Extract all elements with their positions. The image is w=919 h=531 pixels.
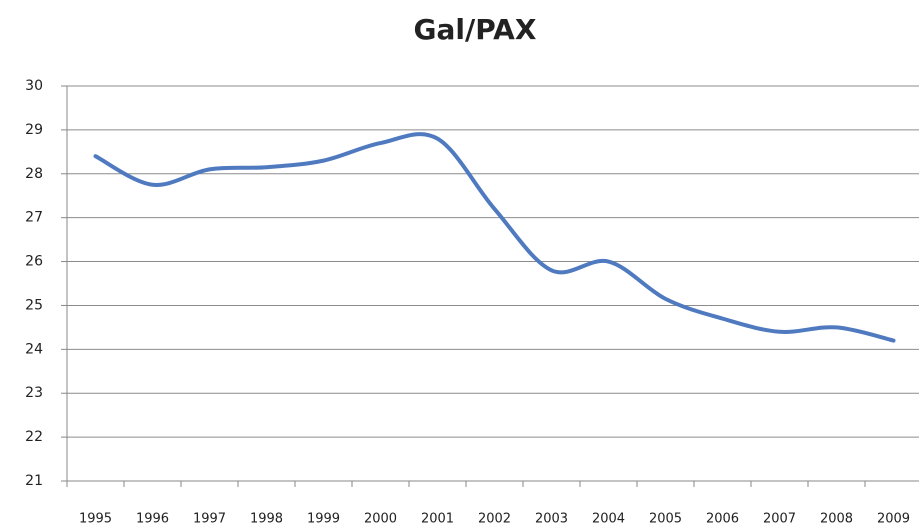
y-tick-label: 24 — [25, 341, 43, 357]
x-tick-label: 1997 — [193, 512, 226, 527]
y-tick-label: 27 — [25, 210, 43, 226]
x-tick-label: 2009 — [877, 512, 910, 527]
y-tick-label: 26 — [25, 254, 43, 270]
line-series — [93, 132, 896, 343]
x-tick-label: 2006 — [706, 512, 739, 527]
y-tick-label: 29 — [25, 122, 43, 138]
x-tick-label: 2007 — [763, 512, 796, 527]
x-tick-label: 2008 — [820, 512, 853, 527]
x-tick-label: 2000 — [364, 512, 397, 527]
x-tick-label: 1998 — [250, 512, 283, 527]
y-tick-label: 25 — [25, 297, 43, 313]
y-tick-label: 30 — [25, 78, 43, 94]
y-tick-label: 22 — [25, 429, 43, 445]
y-tick-label: 23 — [25, 385, 43, 401]
x-tick-label: 2005 — [649, 512, 682, 527]
x-tick-label: 1996 — [136, 512, 169, 527]
x-tick-label: 1995 — [79, 512, 112, 527]
x-tick-label: 2003 — [535, 512, 568, 527]
y-tick-label: 21 — [25, 473, 43, 489]
x-tick-label: 2004 — [592, 512, 625, 527]
x-tick-label: 1999 — [307, 512, 340, 527]
y-tick-label: 28 — [25, 166, 43, 182]
x-tick-label: 2002 — [478, 512, 511, 527]
x-tick-label: 2001 — [421, 512, 454, 527]
chart-title: Gal/PAX — [414, 13, 537, 46]
